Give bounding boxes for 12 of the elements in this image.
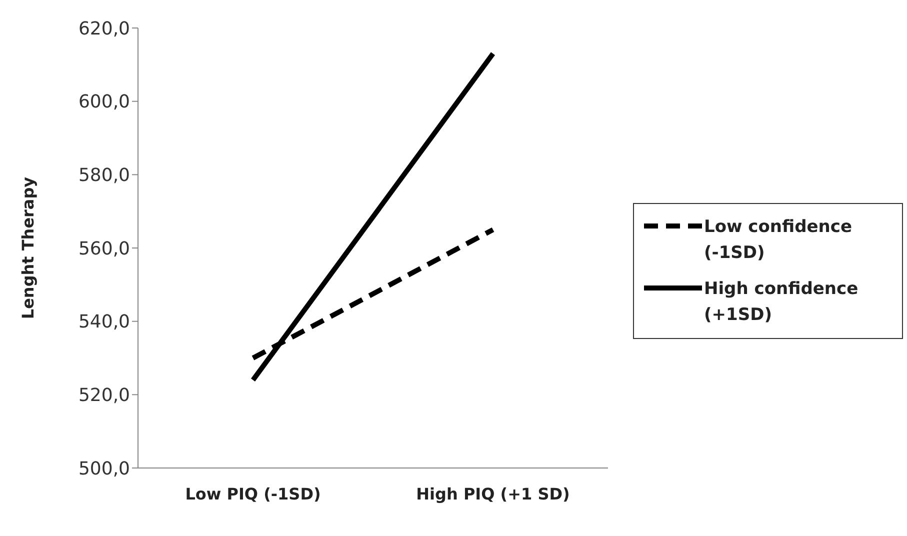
x-tick-label: High PIQ (+1 SD): [416, 484, 570, 504]
y-tick-label: 580,0: [78, 165, 130, 186]
legend-label: Low confidence (-1SD): [704, 216, 854, 265]
y-tick-label: 620,0: [78, 18, 130, 40]
x-tick-label: Low PIQ (-1SD): [185, 484, 321, 504]
y-tick-label: 600,0: [78, 92, 130, 113]
y-tick-label: 520,0: [78, 385, 130, 406]
y-tick-label: 500,0: [78, 458, 130, 480]
y-tick-label: 560,0: [78, 238, 130, 260]
y-axis-title: Lenght Therapy: [18, 176, 38, 320]
y-tick-label: 540,0: [78, 312, 130, 333]
legend-label: High confidence (+1SD): [704, 278, 860, 327]
